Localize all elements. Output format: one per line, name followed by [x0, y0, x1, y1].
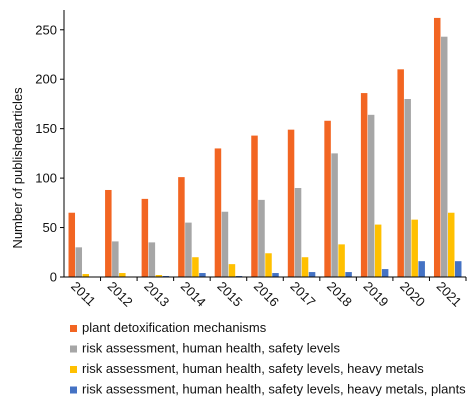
bar-2014-series-4 — [199, 273, 206, 277]
bar-2018-series-2 — [331, 153, 338, 277]
x-tick-label: 2013 — [141, 279, 172, 310]
x-axis-ticks: 2011 2012 2013 2014 2015 2016 2017 2018 2019 2020… — [68, 277, 467, 310]
bar-2015-series-3 — [228, 264, 236, 277]
bar-2019-series-3 — [374, 224, 382, 277]
y-axis-ticks: 0 50 100 150 200 250 — [35, 22, 64, 285]
plot-area — [63, 10, 466, 278]
bar-2017-series-4 — [308, 272, 316, 277]
y-tick-label: 200 — [35, 72, 57, 87]
bar-2021-series-3 — [447, 212, 455, 277]
y-tick-label: 150 — [35, 121, 57, 136]
bar-2019-series-4 — [381, 269, 389, 277]
bar-2020-series-2 — [404, 99, 411, 277]
x-tick-label: 2015 — [214, 279, 245, 310]
bar-2019-series-1 — [360, 93, 368, 277]
legend-swatch — [70, 345, 77, 353]
bar-2017-series-3 — [301, 257, 309, 277]
y-tick-label: 50 — [43, 220, 57, 235]
x-tick-label: 2011 — [68, 279, 98, 309]
bar-2018-series-4 — [345, 272, 352, 277]
bar-2015-series-1 — [214, 148, 222, 277]
x-tick-label: 2016 — [251, 279, 282, 310]
y-tick-label: 0 — [50, 270, 57, 285]
bar-2013-series-1 — [141, 198, 149, 277]
legend-label: plant detoxification mechanisms — [82, 320, 267, 335]
x-tick-label: 2021 — [434, 279, 465, 310]
bar-2016-series-4 — [272, 273, 279, 277]
bar-2020-series-4 — [418, 261, 425, 277]
bar-2011-series-1 — [68, 212, 76, 277]
bar-2012-series-2 — [112, 241, 119, 277]
legend-swatch — [70, 366, 77, 373]
bar-2019-series-2 — [367, 114, 375, 277]
x-tick-label: 2012 — [105, 279, 136, 310]
y-axis-label: Number of publishedarticles — [10, 87, 25, 249]
bar-2013-series-3 — [155, 275, 163, 277]
y-tick-label: 250 — [35, 22, 57, 37]
legend-swatch — [70, 386, 77, 394]
bar-2016-series-1 — [251, 135, 258, 277]
bar-2021-series-1 — [433, 17, 441, 277]
bar-2012-series-3 — [119, 273, 126, 277]
bar-2020-series-1 — [397, 69, 404, 277]
bar-2011-series-3 — [82, 274, 90, 277]
bar-2018-series-3 — [338, 244, 345, 277]
bar-2011-series-2 — [75, 247, 83, 277]
x-tick-label: 2019 — [360, 279, 391, 310]
bar-2017-series-1 — [287, 129, 295, 277]
x-tick-label: 2014 — [178, 279, 209, 310]
bar-2016-series-2 — [258, 199, 265, 277]
legend-label: risk assessment, human health, safety le… — [82, 361, 424, 376]
bar-2013-series-2 — [148, 242, 156, 277]
x-tick-label: 2018 — [324, 279, 355, 310]
bar-2014-series-3 — [192, 257, 199, 277]
bar-2014-series-1 — [178, 177, 185, 277]
legend-swatch — [70, 325, 77, 332]
legend-label: risk assessment, human health, safety le… — [82, 382, 466, 397]
bar-2021-series-2 — [440, 36, 448, 278]
legend: plant detoxification mechanisms risk asse… — [70, 320, 466, 397]
bar-2018-series-1 — [324, 120, 331, 277]
bar-2015-series-2 — [221, 211, 229, 277]
bar-2017-series-2 — [294, 188, 302, 277]
bar-2016-series-3 — [265, 253, 272, 277]
y-tick-label: 100 — [35, 171, 57, 186]
bar-2020-series-3 — [411, 219, 418, 277]
legend-label: risk assessment, human health, safety le… — [82, 341, 340, 356]
bar-2012-series-1 — [105, 189, 112, 277]
bar-2014-series-2 — [185, 222, 192, 277]
bar-2021-series-4 — [454, 261, 462, 277]
x-tick-label: 2017 — [287, 279, 318, 310]
x-tick-label: 2020 — [397, 279, 428, 310]
